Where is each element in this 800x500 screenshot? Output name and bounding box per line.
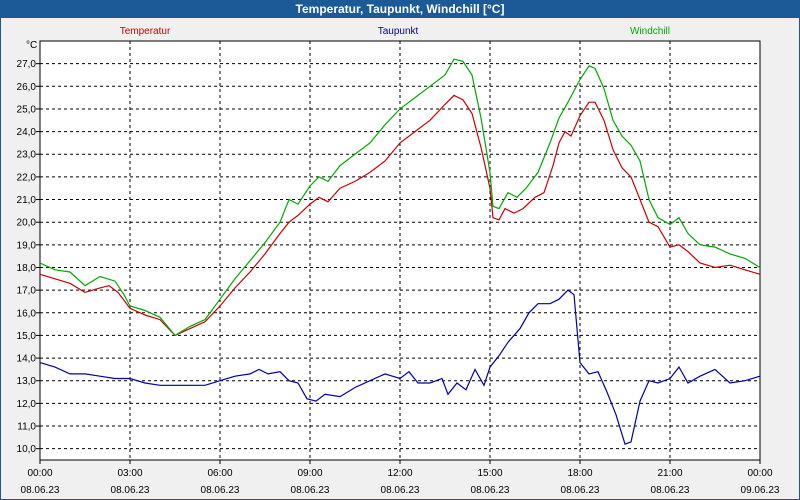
legend: Temperatur Taupunkt Windchill xyxy=(120,26,670,37)
y-tick-label: 17,0 xyxy=(17,286,37,297)
y-tick-label: 13,0 xyxy=(17,376,37,387)
x-tick-date: 09.06.23 xyxy=(741,485,780,496)
y-tick-label: 26,0 xyxy=(17,82,37,93)
y-tick-label: 15,0 xyxy=(17,331,37,342)
x-tick-date: 08.06.23 xyxy=(201,485,240,496)
x-tick-time: 12:00 xyxy=(387,468,412,479)
y-tick-label: 22,0 xyxy=(17,172,37,183)
series-line-windchill xyxy=(39,58,761,337)
y-tick-label: 10,0 xyxy=(17,444,37,455)
y-tick-label: 14,0 xyxy=(17,354,37,365)
series-line-taupunkt xyxy=(39,289,761,445)
series-line-temperatur xyxy=(39,94,761,337)
y-tick-label: 27,0 xyxy=(17,59,37,70)
chart-title: Temperatur, Taupunkt, Windchill [°C] xyxy=(0,0,800,18)
x-tick-time: 00:00 xyxy=(27,468,52,479)
x-tick-time: 15:00 xyxy=(477,468,502,479)
x-tick-time: 03:00 xyxy=(117,468,142,479)
y-tick-label: 18,0 xyxy=(17,263,37,274)
x-tick-labels: 00:00 08.06.23 03:00 08.06.23 06:00 08.06.23 0… xyxy=(21,468,780,496)
legend-windchill: Windchill xyxy=(630,26,670,37)
y-tick-label: 23,0 xyxy=(17,150,37,161)
x-tick-date: 08.06.23 xyxy=(111,485,150,496)
x-tick-time: 06:00 xyxy=(207,468,232,479)
y-tick-label: 12,0 xyxy=(17,399,37,410)
y-tick-label: 21,0 xyxy=(17,195,37,206)
x-tick-date: 08.06.23 xyxy=(651,485,690,496)
x-tick-date: 08.06.23 xyxy=(561,485,600,496)
series-lines xyxy=(39,58,761,445)
x-tick-date: 08.06.23 xyxy=(291,485,330,496)
grid-lines xyxy=(36,41,761,464)
y-tick-label: 19,0 xyxy=(17,240,37,251)
x-tick-time: 21:00 xyxy=(657,468,682,479)
x-tick-date: 08.06.23 xyxy=(21,485,60,496)
y-tick-label: 16,0 xyxy=(17,308,37,319)
x-tick-date: 08.06.23 xyxy=(381,485,420,496)
x-tick-time: 09:00 xyxy=(297,468,322,479)
y-tick-label: 25,0 xyxy=(17,104,37,115)
x-tick-time: 18:00 xyxy=(567,468,592,479)
y-axis-unit: °C xyxy=(26,40,37,51)
y-tick-label: 20,0 xyxy=(17,218,37,229)
y-tick-labels: 10,0 11,0 12,0 13,0 14,0 15,0 16,0 17,0 18,0 19,0… xyxy=(17,59,37,455)
x-tick-time: 00:00 xyxy=(747,468,772,479)
y-tick-label: 11,0 xyxy=(17,422,36,433)
x-tick-date: 08.06.23 xyxy=(471,485,510,496)
legend-temperatur: Temperatur xyxy=(120,26,171,37)
y-tick-label: 24,0 xyxy=(17,127,37,138)
legend-taupunkt: Taupunkt xyxy=(378,26,419,37)
